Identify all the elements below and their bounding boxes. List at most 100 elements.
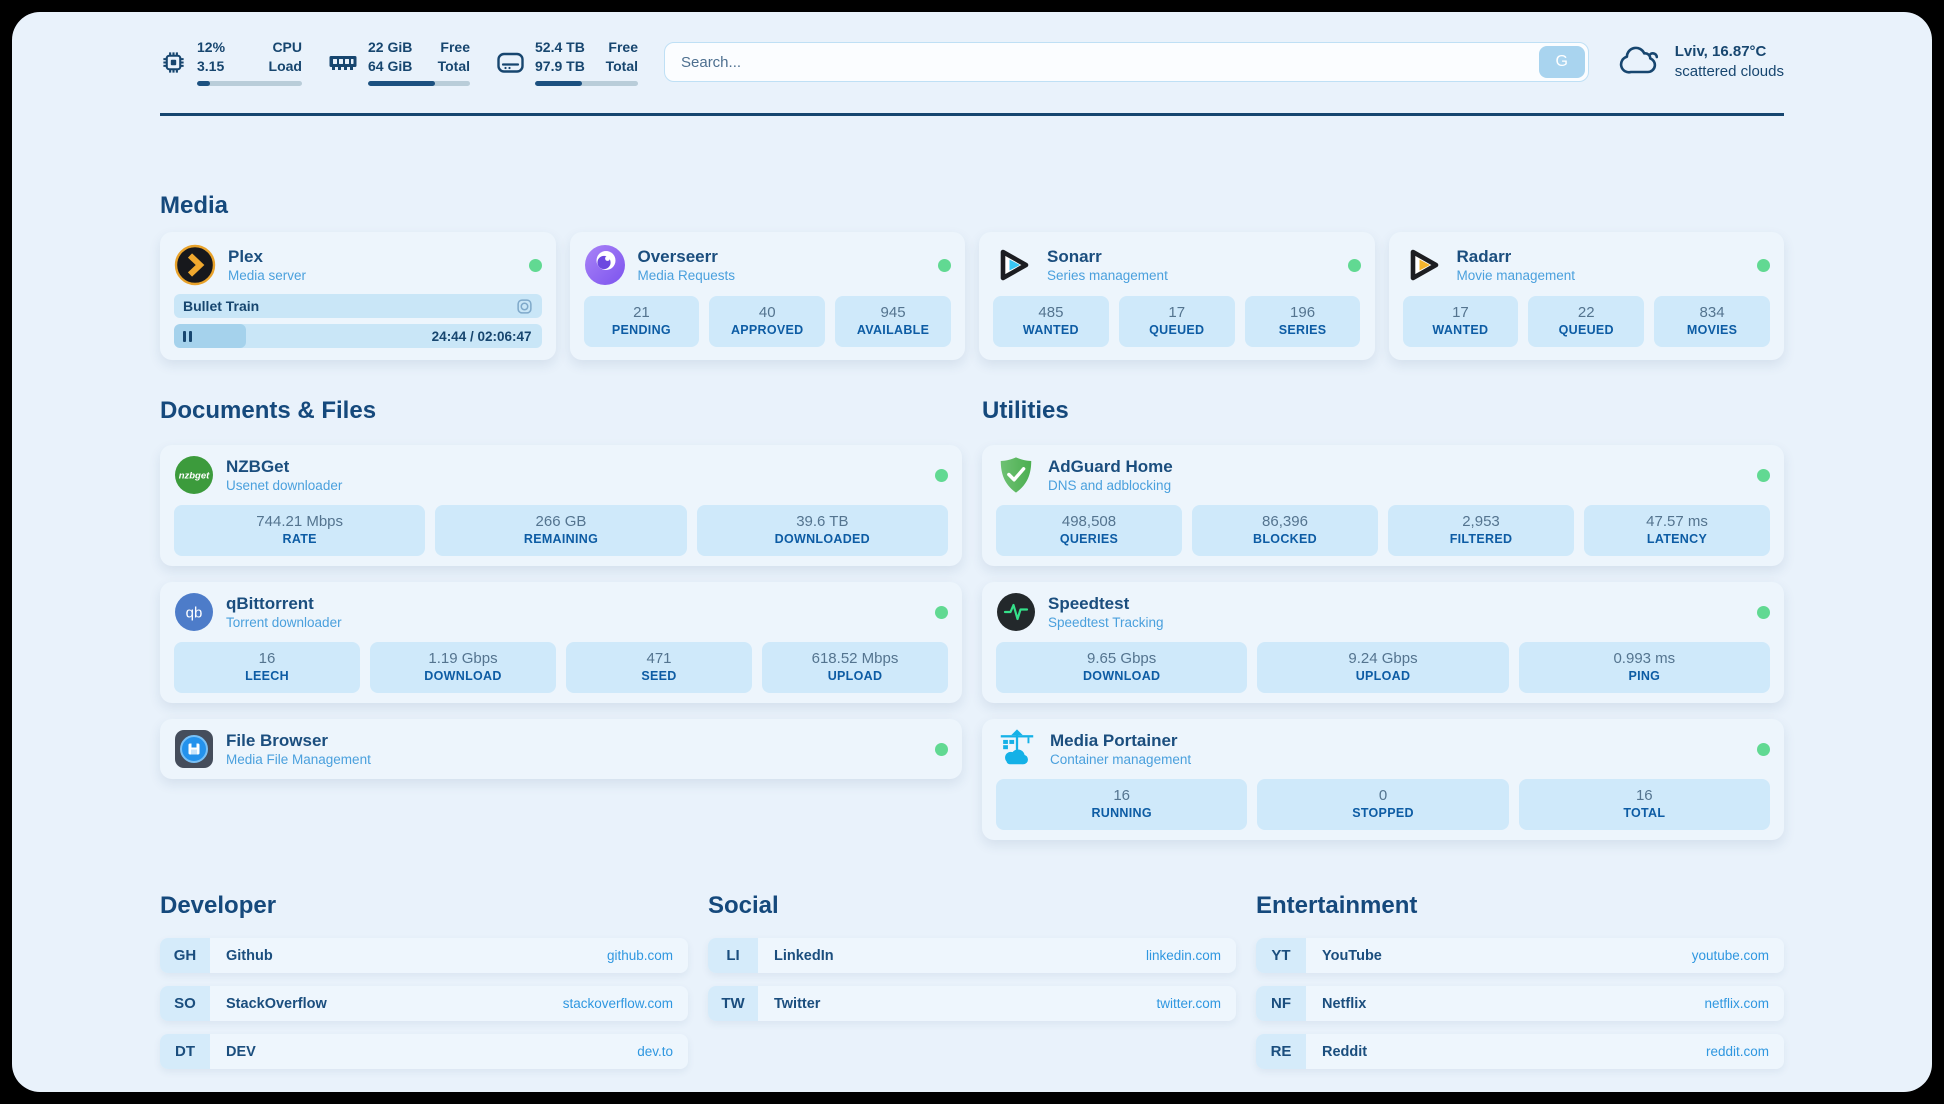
weather-widget: Lviv, 16.87°C scattered clouds [1619, 42, 1784, 82]
playback-progress-bar: 24:44 / 02:06:47 [174, 324, 542, 348]
system-stats: 12% 3.15 CPU Load [160, 38, 638, 86]
stat-box: 485 WANTED [993, 296, 1109, 347]
link-row-reddit[interactable]: RE Reddit reddit.com [1256, 1034, 1784, 1069]
stat-box: 9.65 Gbps DOWNLOAD [996, 642, 1248, 693]
link-row-youtube[interactable]: YT YouTube youtube.com [1256, 938, 1784, 973]
developer-section: Developer GH Github github.com SO StackO… [160, 890, 688, 1082]
link-name: DEV [226, 1043, 256, 1060]
service-desc: Speedtest Tracking [1048, 614, 1164, 630]
page-background: 12% 3.15 CPU Load [12, 12, 1932, 1092]
disk-labels: Free Total [605, 39, 638, 74]
radarr-icon [1403, 244, 1445, 286]
developer-heading: Developer [160, 892, 277, 919]
viewfinder-icon[interactable] [516, 298, 533, 315]
service-name: Overseerr [637, 246, 718, 266]
svg-text:qb: qb [186, 605, 203, 622]
weather-condition: scattered clouds [1674, 63, 1784, 80]
utilities-column: Utilities [982, 395, 1784, 840]
stat-box: 9.24 Gbps UPLOAD [1257, 642, 1509, 693]
svg-text:nzbget: nzbget [179, 471, 210, 482]
header-divider [160, 113, 1784, 116]
adguard-icon [996, 455, 1036, 495]
search-input[interactable] [664, 42, 1589, 82]
link-row-twitter[interactable]: TW Twitter twitter.com [708, 986, 1236, 1021]
stat-box: 618.52 Mbps UPLOAD [762, 642, 948, 693]
service-name: AdGuard Home [1048, 456, 1173, 476]
sonarr-card[interactable]: Sonarr Series management 485 WANTED 17 Q… [979, 232, 1375, 360]
pause-icon [183, 330, 192, 342]
stat-box: 21 PENDING [583, 296, 700, 347]
disk-values: 52.4 TB 97.9 TB [535, 39, 585, 74]
speedtest-card[interactable]: Speedtest Speedtest Tracking 9.65 Gbps D… [982, 582, 1784, 703]
service-desc: Series management [1047, 267, 1168, 283]
adguard-card[interactable]: AdGuard Home DNS and adblocking 498,508 … [982, 445, 1784, 566]
stat-box: 40 APPROVED [709, 296, 826, 347]
ram-labels: Free Total [437, 39, 470, 74]
stat-box: 17 QUEUED [1118, 296, 1235, 347]
link-url: github.com [606, 948, 673, 963]
link-badge: SO [160, 986, 210, 1021]
cpu-values: 12% 3.15 [197, 39, 226, 74]
link-badge: TW [708, 986, 758, 1021]
link-badge: LI [708, 938, 758, 973]
portainer-card[interactable]: Media Portainer Container management 16 … [982, 719, 1784, 840]
stat-box: 22 QUEUED [1528, 296, 1645, 347]
link-row-stackoverflow[interactable]: SO StackOverflow stackoverflow.com [160, 986, 688, 1021]
disk-icon [496, 50, 525, 75]
link-row-github[interactable]: GH Github github.com [160, 938, 688, 973]
portainer-icon [996, 728, 1038, 770]
link-url: youtube.com [1691, 948, 1769, 963]
stat-box: 86,396 BLOCKED [1192, 505, 1378, 556]
status-dot [1757, 258, 1770, 272]
status-dot [1757, 605, 1770, 619]
link-row-netflix[interactable]: NF Netflix netflix.com [1256, 986, 1784, 1021]
link-badge: DT [160, 1034, 210, 1069]
nzbget-card[interactable]: nzbget NZBGet Usenet downloader 744.21 M… [160, 445, 962, 566]
utilities-heading: Utilities [982, 397, 1069, 424]
service-name: Plex [228, 246, 263, 266]
link-url: reddit.com [1705, 1044, 1769, 1059]
stat-box: 17 WANTED [1402, 296, 1519, 347]
radarr-card[interactable]: Radarr Movie management 17 WANTED 22 QUE… [1388, 232, 1784, 360]
cpu-stat: 12% 3.15 CPU Load [160, 38, 302, 86]
speedtest-icon [996, 592, 1036, 632]
service-desc: Container management [1050, 751, 1192, 767]
cpu-usage-bar [197, 81, 302, 86]
filebrowser-card[interactable]: File Browser Media File Management [160, 719, 962, 779]
link-row-dev[interactable]: DT DEV dev.to [160, 1034, 688, 1069]
nzbget-icon: nzbget [174, 455, 214, 495]
link-name: StackOverflow [226, 995, 327, 1012]
link-url: linkedin.com [1145, 948, 1221, 963]
link-url: netflix.com [1704, 996, 1769, 1011]
qbittorrent-card[interactable]: qb qBittorrent Torrent downloader 16 LEE… [160, 582, 962, 703]
search-bar: G [664, 42, 1589, 82]
plex-card[interactable]: Plex Media server Bullet Train [160, 232, 556, 360]
social-section: Social LI LinkedIn linkedin.com TW Twitt… [708, 890, 1236, 1082]
entertainment-section: Entertainment YT YouTube youtube.com NF … [1256, 890, 1784, 1082]
overseerr-card[interactable]: Overseerr Media Requests 21 PENDING 40 A… [569, 232, 965, 360]
service-name: Sonarr [1047, 246, 1102, 266]
link-url: stackoverflow.com [562, 996, 673, 1011]
stat-box: 47.57 ms LATENCY [1584, 505, 1770, 556]
service-name: Speedtest [1048, 593, 1130, 613]
link-badge: RE [1256, 1034, 1306, 1069]
documents-heading: Documents & Files [160, 397, 377, 424]
status-dot [938, 258, 951, 272]
ram-stat: 22 GiB 64 GiB Free Total [328, 38, 470, 86]
plex-icon [174, 244, 216, 286]
status-dot [1757, 742, 1770, 756]
link-url: dev.to [637, 1044, 673, 1059]
sonarr-icon [993, 244, 1035, 286]
link-badge: GH [160, 938, 210, 973]
search-go-button[interactable]: G [1538, 46, 1585, 78]
ram-values: 22 GiB 64 GiB [368, 39, 413, 74]
top-bar: 12% 3.15 CPU Load [160, 34, 1784, 90]
stat-box: 266 GB REMAINING [435, 505, 687, 556]
ram-icon [328, 50, 358, 74]
link-row-linkedin[interactable]: LI LinkedIn linkedin.com [708, 938, 1236, 973]
ram-usage-bar [368, 81, 470, 86]
overseerr-icon [584, 244, 626, 286]
social-heading: Social [708, 892, 779, 919]
status-dot [935, 605, 948, 619]
